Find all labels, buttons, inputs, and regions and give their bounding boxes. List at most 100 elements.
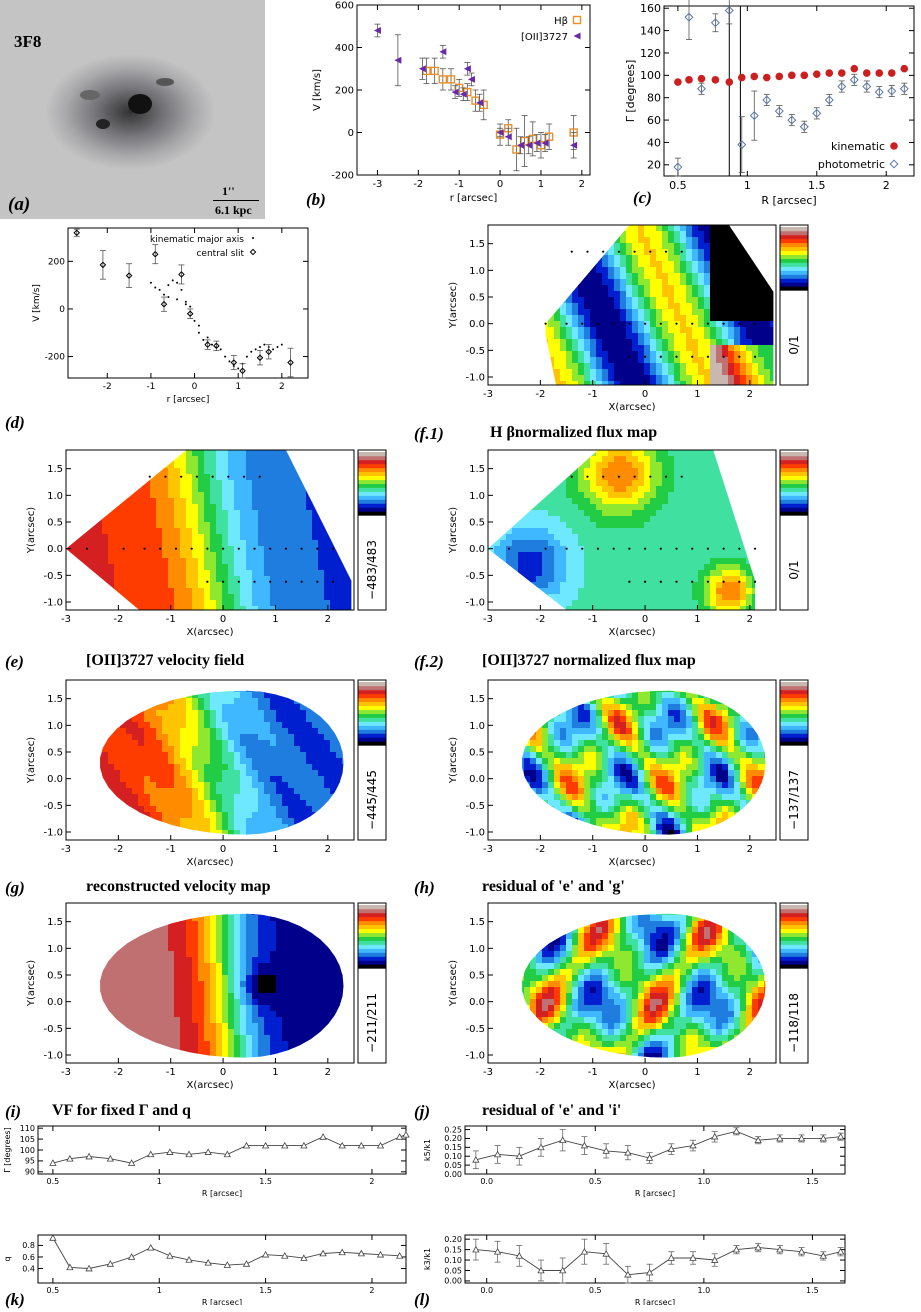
map-cell [518, 564, 525, 571]
map-cell [204, 498, 211, 505]
map-cell [518, 474, 525, 481]
y-tick-label: 0.00 [444, 1277, 462, 1286]
map-cell [198, 594, 205, 601]
map-cell [545, 363, 549, 370]
map-cell [144, 510, 151, 517]
map-cell [545, 291, 549, 298]
map-cell [632, 243, 639, 250]
map-cell [138, 516, 145, 523]
map-cell [578, 291, 585, 298]
map-cell [764, 480, 771, 487]
chart-k: 0.5 1 1.5 20.40.60.8R [arcsec]q [3, 1234, 407, 1305]
map-cell [704, 558, 711, 565]
map-cell [584, 594, 591, 601]
map-cell [596, 582, 603, 589]
map-cell [572, 279, 579, 286]
map-cell [96, 498, 103, 505]
map-cell [578, 321, 585, 328]
map-cell [704, 504, 711, 511]
map-cell [66, 716, 73, 723]
map-cell [656, 522, 663, 529]
map-cell [752, 534, 756, 541]
map-cell [734, 345, 741, 352]
map-cell [578, 333, 585, 340]
map-cell [626, 369, 633, 376]
data-point [624, 1270, 632, 1278]
map-cell [686, 462, 693, 469]
map-cell [740, 522, 747, 529]
data-point [602, 1147, 610, 1154]
map-cell [240, 606, 247, 610]
map-cell [602, 480, 609, 487]
map-cell [680, 606, 687, 610]
map-cell [132, 486, 139, 493]
map-cell [150, 492, 157, 499]
map-cell [656, 546, 663, 553]
map-cell [626, 285, 633, 292]
map-cell [560, 225, 567, 232]
map-cell [698, 528, 705, 535]
map-cell [722, 588, 729, 595]
map-cell [252, 528, 259, 535]
map-cell [716, 339, 723, 346]
map-cell [764, 339, 771, 346]
map-cell [632, 510, 639, 517]
map-cell [222, 540, 229, 547]
data-point [127, 1159, 136, 1166]
map-cell [270, 552, 277, 559]
map-cell [584, 450, 591, 457]
map-cell [746, 231, 753, 238]
fiber-dot [253, 580, 256, 583]
map-cell [590, 564, 597, 571]
map-cell [66, 606, 73, 610]
map-cell [710, 225, 717, 232]
map-cell [662, 291, 669, 298]
map-cell [638, 291, 645, 298]
map-cell [590, 498, 597, 505]
map-cell [282, 504, 289, 511]
map-cell [530, 237, 537, 244]
map-cell [686, 369, 693, 376]
map-cell [72, 746, 79, 753]
map-cell [524, 291, 531, 298]
data-point [202, 338, 205, 341]
map-cell [608, 225, 615, 232]
map-cell [752, 381, 759, 385]
map-cell [722, 552, 729, 559]
map-cell [108, 606, 115, 610]
map-cell [512, 303, 519, 310]
map-cell [620, 576, 627, 583]
map-cell [530, 369, 537, 376]
map-cell [620, 516, 627, 523]
map-cell [306, 594, 313, 601]
map-cell [318, 492, 325, 499]
map-cell [680, 339, 687, 346]
map-cell [530, 255, 537, 262]
map-cell [650, 552, 657, 559]
colorbar-swatch [780, 467, 808, 473]
map-cell [566, 333, 573, 340]
map-cell [162, 534, 169, 541]
map-cell [530, 375, 537, 382]
map-cell [734, 498, 741, 505]
map-cell [560, 450, 567, 457]
map-cell [764, 456, 771, 463]
x-axis-label: R [arcsec] [761, 194, 816, 207]
map-cell [584, 588, 591, 595]
map-cell [560, 462, 567, 469]
map-cell [686, 486, 693, 493]
map-cell [614, 534, 621, 541]
map-cell [650, 315, 657, 322]
map-cell [740, 480, 747, 487]
map-cell [342, 594, 349, 601]
map-cell [686, 327, 693, 334]
x-tick-label: 0 [642, 614, 648, 625]
map-cell [180, 498, 187, 505]
map-cell [288, 576, 295, 583]
map-cell [518, 504, 525, 511]
map-cell [90, 686, 97, 693]
map-cell [566, 315, 573, 322]
map-cell [84, 734, 91, 741]
map-cell [560, 357, 567, 364]
map-cell [554, 279, 561, 286]
